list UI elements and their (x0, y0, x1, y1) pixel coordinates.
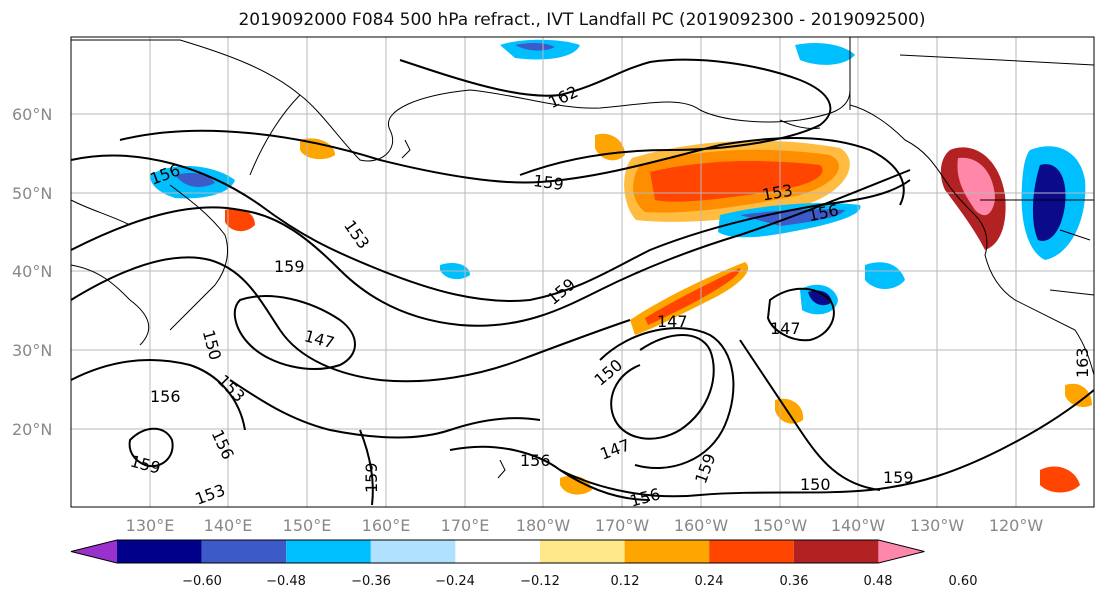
lon-label: 180°W (516, 516, 571, 535)
colorbar-segments (70, 539, 925, 564)
fill-region-west-pacific-core (175, 172, 215, 187)
fill-region-negative-band-core (740, 209, 845, 226)
colorbar-segment (624, 540, 710, 563)
fill-region-baja (1065, 383, 1092, 407)
contour-label: 159 (362, 462, 381, 493)
contour-label: 147 (770, 319, 801, 338)
lat-label: 60°N (12, 105, 52, 124)
contour-line-159-north (119, 129, 905, 206)
colorbar-tick-label: −0.12 (520, 574, 560, 589)
colorbar-tick-label: −0.24 (435, 574, 475, 589)
contour-label: 159 (274, 257, 305, 276)
colorbar-extend-low (71, 540, 117, 563)
latitude-labels: 20°N 30°N 40°N 50°N 60°N (12, 105, 52, 439)
lat-label: 50°N (12, 184, 52, 203)
lon-label: 150°E (283, 516, 332, 535)
colorbar-tick-label: −0.48 (266, 574, 306, 589)
lat-label: 40°N (12, 262, 52, 281)
lon-label: 140°E (204, 516, 253, 535)
lat-label: 20°N (12, 420, 52, 439)
contour-label: 156 (520, 451, 551, 470)
lon-label: 130°W (910, 516, 965, 535)
fill-region-subtropical-east (1040, 466, 1080, 493)
fill-region-northeast-pacific-core (650, 160, 823, 202)
lon-label: 170°E (441, 516, 490, 535)
fill-region-west-hotspot (225, 208, 255, 232)
colorbar-tick-label: −0.36 (351, 574, 391, 589)
colorbar-segment (286, 540, 371, 563)
contour-line-153 (70, 169, 911, 327)
colorbar-segment (793, 540, 879, 563)
fill-region-central-negative-core (808, 290, 832, 306)
contour-label: 163 (1073, 347, 1092, 378)
colorbar-tick-labels: −0.60 −0.48 −0.36 −0.24 −0.12 0.12 0.24 … (182, 574, 977, 589)
fill-region-coast-max-core (957, 157, 995, 216)
lon-label: 150°W (753, 516, 808, 535)
lon-label: 120°W (989, 516, 1044, 535)
colorbar-extend-high (878, 540, 925, 563)
colorbar-segment (201, 540, 287, 563)
lon-label: 160°E (362, 516, 411, 535)
contour-line-156-south (70, 359, 246, 431)
contour-line-150-spiral (599, 327, 735, 470)
contour-line-162 (399, 58, 832, 176)
lon-label: 130°E (126, 516, 175, 535)
contour-line-156-north (70, 154, 911, 302)
contour-line-147-east (766, 287, 835, 342)
lon-label: 160°W (674, 516, 729, 535)
contour-label: 159 (883, 468, 914, 487)
colorbar-tick-label: 0.36 (780, 574, 809, 589)
fill-region-interior-negative-core (1032, 164, 1066, 241)
colorbar-segment (117, 540, 202, 563)
fill-region-mid-pacific-positive (300, 138, 335, 160)
colorbar-segment (370, 540, 456, 563)
lat-label: 30°N (12, 341, 52, 360)
lon-label: 170°W (595, 516, 650, 535)
colorbar-tick-label: 0.48 (864, 574, 893, 589)
contour-label: 159 (532, 171, 565, 194)
colorbar-tick-label: 0.60 (949, 574, 978, 589)
lon-label: 140°W (831, 516, 886, 535)
colorbar-segment (455, 540, 540, 563)
colorbar-tick-label: −0.60 (182, 574, 222, 589)
contour-line-156-southcentral (449, 445, 651, 501)
fill-region-east-pacific-negative (865, 262, 905, 289)
contour-label: 150 (800, 475, 831, 494)
contour-line-150 (70, 256, 631, 383)
map-title: 2019092000 F084 500 hPa refract., IVT La… (238, 10, 926, 30)
contour-label: 147 (657, 312, 688, 331)
fill-region-gulf-alaska (795, 43, 855, 65)
longitude-labels: 130°E 140°E 150°E 160°E 170°E 180°W 170°… (126, 516, 1044, 535)
contour-line-153-south (229, 379, 541, 439)
contour-line-147-west (233, 295, 356, 370)
colorbar-segment (709, 540, 794, 563)
map-border (70, 36, 1095, 508)
contour-line-159-central (359, 429, 374, 506)
contour-line-159-south (559, 389, 1095, 498)
colorbar-outline (70, 539, 925, 564)
coastlines (70, 37, 1095, 479)
contour-lines (70, 58, 1095, 506)
contour-line-147-spiral (610, 334, 715, 440)
contour-line-159-southwest (128, 427, 174, 468)
contour-line-150-southeast (739, 339, 881, 491)
fill-region-jet-band-core (645, 268, 741, 325)
colorbar-tick-label: 0.24 (695, 574, 724, 589)
colorbar-segment (540, 540, 625, 563)
fill-region-hawaii (775, 398, 804, 424)
fill-region-bering-south-core (515, 42, 555, 51)
filled-anomaly-regions (150, 39, 1092, 495)
colorbar: −0.60 −0.48 −0.36 −0.24 −0.12 0.12 0.24 … (70, 539, 977, 589)
contour-label: 156 (150, 387, 181, 406)
colorbar-tick-label: 0.12 (611, 574, 640, 589)
